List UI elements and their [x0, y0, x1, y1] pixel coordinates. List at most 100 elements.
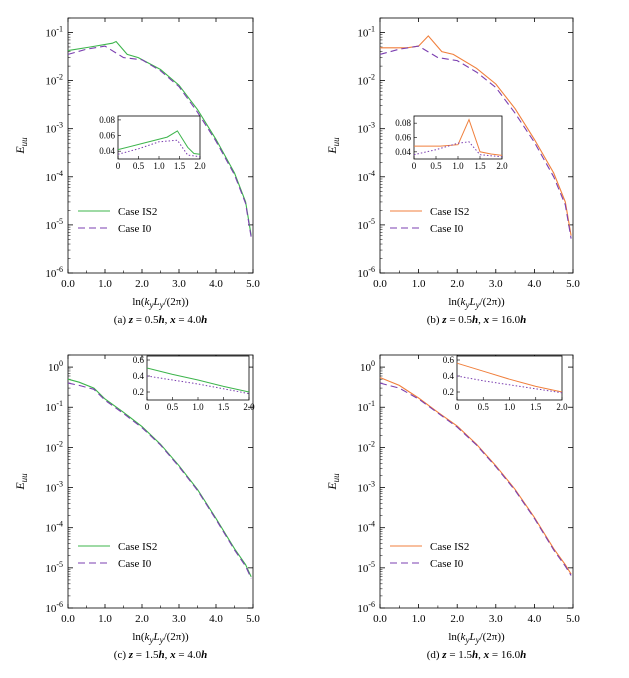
y-tick-label: 10-5	[45, 560, 63, 575]
x-tick-label: 0.0	[61, 278, 75, 290]
y-tick-label: 10-2	[45, 73, 63, 88]
x-tick-label: 4.0	[528, 278, 542, 290]
legend-label: Case I0	[118, 223, 152, 235]
x-tick-label: 2.0	[450, 278, 464, 290]
chart-panel-a: 0.0 1.0 2.0 3.0 4.0 5.0 10-6 10-5 10-4 10-3 10-2 10…	[13, 17, 260, 326]
y-tick-label: 10-2	[45, 439, 63, 454]
y-axis-label: Euu	[13, 137, 29, 155]
y-tick-label: 10-4	[357, 169, 375, 184]
x-tick-label: 5.0	[246, 613, 260, 625]
y-axis-label: Euu	[325, 473, 341, 491]
inset-x-tick-label: 0.5	[133, 161, 145, 171]
panel-caption: (c) z = 1.5h, x = 4.0h	[114, 649, 207, 661]
legend-label: Case IS2	[118, 206, 157, 218]
y-tick-label: 10-4	[45, 520, 63, 535]
inset-x-tick-label: 1.0	[192, 402, 204, 412]
inset-x-tick-label: 0	[412, 161, 417, 171]
inset-x-tick-label: 0.5	[478, 402, 490, 412]
y-tick-label: 10-6	[357, 600, 375, 615]
inset-x-tick-label: 1.5	[174, 161, 186, 171]
inset-x-tick-label: 1.5	[218, 402, 230, 412]
inset-y-tick-label: 0.04	[395, 147, 411, 157]
legend-label: Case I0	[118, 558, 152, 570]
inset-x-tick-label: 2.0	[496, 161, 508, 171]
x-axis-label: ln(kyLy/(2π))	[132, 631, 189, 645]
y-tick-label: 10-3	[357, 121, 375, 136]
y-tick-label: 10-6	[45, 265, 63, 280]
x-tick-label: 3.0	[489, 278, 503, 290]
inset-y-tick-label: 0.4	[133, 371, 145, 381]
inset-plot: 0 0.5 1.0 1.5 2.0 0.04 0.06 0.08	[99, 115, 206, 171]
inset-series-line-case-i0	[413, 141, 503, 158]
y-axis-label: Euu	[325, 137, 341, 155]
legend-label: Case I0	[430, 223, 464, 235]
y-tick-label: 10-1	[357, 24, 375, 39]
inset-y-tick-label: 0.4	[443, 371, 455, 381]
inset-y-tick-label: 0.2	[443, 387, 454, 397]
x-tick-label: 2.0	[135, 613, 149, 625]
inset-plot: 0 0.5 1.0 1.5 2.0 0.2 0.4 0.6	[133, 355, 255, 412]
inset-series-line-case-is2	[456, 362, 563, 393]
legend-label: Case IS2	[118, 541, 157, 553]
chart-panel-d: 0.0 1.0 2.0 3.0 4.0 5.0 10-6 10-5 10-4 10-3 10-2 10…	[325, 354, 580, 661]
series-line-case-i0	[379, 382, 572, 576]
y-tick-label: 10-6	[357, 265, 375, 280]
inset-x-tick-label: 1.5	[530, 402, 542, 412]
inset-x-tick-label: 0.5	[430, 161, 442, 171]
inset-frame	[117, 115, 201, 160]
legend-label: Case IS2	[430, 206, 469, 218]
series-line-case-i0	[379, 45, 572, 239]
y-tick-label: 10-4	[45, 169, 63, 184]
inset-plot: 0 0.5 1.0 1.5 2.0 0.2 0.4 0.6	[443, 355, 568, 412]
y-tick-label: 10-5	[357, 217, 375, 232]
y-tick-label: 10-3	[45, 480, 63, 495]
x-tick-label: 1.0	[98, 613, 112, 625]
x-tick-label: 5.0	[566, 613, 580, 625]
inset-y-tick-label: 0.04	[99, 146, 115, 156]
y-tick-label: 10-1	[357, 399, 375, 414]
series-line-case-i0	[67, 45, 252, 238]
chart-panel-c: 0.0 1.0 2.0 3.0 4.0 5.0 10-6 10-5 10-4 10-3 10-2 10…	[13, 354, 260, 661]
inset-series-line-case-is2	[146, 367, 250, 393]
inset-x-tick-label: 1.5	[474, 161, 486, 171]
y-tick-label: 10-4	[357, 520, 375, 535]
inset-x-tick-label: 2.0	[194, 161, 206, 171]
y-tick-label: 10-2	[357, 439, 375, 454]
inset-y-tick-label: 0.2	[133, 387, 144, 397]
series-line-case-is2	[67, 378, 252, 578]
inset-frame	[456, 355, 563, 401]
series-line-case-is2	[67, 40, 252, 236]
y-tick-label: 10-3	[45, 121, 63, 136]
y-tick-label: 10-5	[357, 560, 375, 575]
inset-y-tick-label: 0.06	[395, 133, 411, 143]
inset-series-line-case-i0	[117, 139, 201, 158]
x-axis-label: ln(kyLy/(2π))	[132, 296, 189, 310]
inset-frame	[146, 355, 250, 401]
series-line-case-is2	[379, 376, 572, 575]
inset-x-tick-label: 0	[455, 402, 460, 412]
x-tick-label: 2.0	[135, 278, 149, 290]
inset-y-tick-label: 0.6	[443, 355, 455, 365]
panel-caption: (b) z = 0.5h, x = 16.0h	[427, 314, 527, 326]
x-tick-label: 0.0	[373, 613, 387, 625]
panel-caption: (a) z = 0.5h, x = 4.0h	[114, 314, 207, 326]
inset-x-tick-label: 0.5	[167, 402, 179, 412]
y-tick-label: 10-1	[45, 24, 63, 39]
legend-label: Case IS2	[430, 541, 469, 553]
inset-x-tick-label: 2.0	[556, 402, 568, 412]
inset-series-line-case-is2	[117, 130, 201, 155]
y-tick-label: 10-5	[45, 217, 63, 232]
x-tick-label: 3.0	[172, 613, 186, 625]
x-tick-label: 0.0	[373, 278, 387, 290]
x-tick-label: 1.0	[98, 278, 112, 290]
inset-series-line-case-i0	[456, 375, 563, 394]
inset-x-tick-label: 2.0	[243, 402, 255, 412]
x-tick-label: 4.0	[209, 613, 223, 625]
y-tick-label: 10-6	[45, 600, 63, 615]
x-tick-label: 5.0	[246, 278, 260, 290]
inset-x-tick-label: 1.0	[504, 402, 516, 412]
y-tick-label: 10-2	[357, 73, 375, 88]
inset-y-tick-label: 0.6	[133, 355, 145, 365]
inset-y-tick-label: 0.08	[99, 115, 115, 125]
